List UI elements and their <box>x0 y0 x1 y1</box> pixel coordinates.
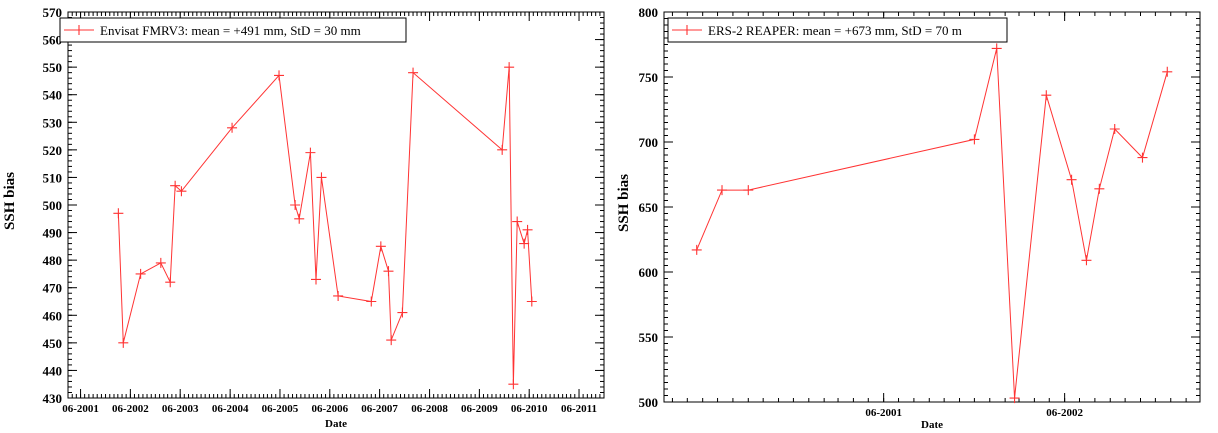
y-tick-label: 500 <box>639 395 659 410</box>
y-tick-label: 510 <box>43 170 63 185</box>
data-point-marker <box>1094 183 1105 194</box>
y-tick-label: 550 <box>43 60 63 75</box>
y-tick-label: 500 <box>43 198 63 213</box>
data-point-marker <box>386 335 397 346</box>
x-tick-label: 06-2007 <box>361 403 398 415</box>
data-point-marker <box>290 200 301 210</box>
data-point-marker <box>113 208 124 219</box>
y-tick-label: 800 <box>639 5 659 20</box>
chart-panel-envisat: 430 440 450 460 470 480 490 500 510 520 530 540 550 5… <box>2 5 605 430</box>
x-tick-label: 06-2011 <box>561 403 597 415</box>
y-tick-label: 550 <box>639 330 659 345</box>
y-tick-label: 560 <box>43 33 63 48</box>
data-point-marker <box>508 379 519 390</box>
data-point-marker <box>155 257 166 268</box>
y-tick-label: 480 <box>43 253 63 268</box>
y-tick-label: 750 <box>639 70 659 85</box>
data-point-marker <box>397 307 408 318</box>
data-point-marker <box>375 241 386 252</box>
data-point-marker <box>408 67 419 78</box>
data-point-marker <box>316 172 327 183</box>
data-point-marker <box>1009 393 1020 404</box>
y-tick-label: 600 <box>639 265 659 280</box>
y-tick-label: 490 <box>43 226 63 241</box>
x-axis-title: Date <box>921 419 943 431</box>
data-point-marker <box>176 186 187 197</box>
data-point-marker <box>333 290 344 301</box>
data-point-marker <box>165 277 176 288</box>
legend-box <box>667 17 1008 43</box>
data-point-marker <box>1162 66 1173 77</box>
x-tick-label: 06-2001 <box>865 407 902 419</box>
x-tick-label: 06-2002 <box>1046 407 1083 419</box>
chart-panel-ers2: 500 550 600 650 700 750 800 06-2001 06-2002 Date S… <box>616 5 1201 431</box>
data-point-marker <box>717 185 728 196</box>
y-tick-label: 460 <box>43 308 63 323</box>
y-tick-label: 450 <box>43 336 63 351</box>
data-point-marker <box>118 337 129 348</box>
data-point-marker <box>274 70 285 81</box>
x-tick-label: 06-2003 <box>162 403 199 415</box>
y-tick-label: 520 <box>43 143 63 158</box>
data-point-marker <box>1137 152 1148 163</box>
data-point-marker <box>519 238 530 249</box>
plot-frame <box>663 11 1201 403</box>
data-point-marker <box>383 266 394 277</box>
data-point-marker <box>135 268 146 279</box>
series-line <box>696 48 1168 399</box>
y-tick-label: 650 <box>639 200 659 215</box>
y-tick-label: 440 <box>43 363 63 378</box>
data-point-marker <box>691 244 702 255</box>
data-point-marker <box>1109 124 1120 134</box>
x-tick-label: 06-2010 <box>511 403 548 415</box>
data-point-marker <box>526 296 537 307</box>
x-tick-label: 06-2001 <box>62 403 99 415</box>
data-point-marker <box>170 180 181 191</box>
data-point-marker <box>512 216 523 227</box>
data-point-marker <box>991 43 1002 54</box>
data-point-marker <box>366 296 377 307</box>
data-point-marker <box>227 122 238 133</box>
legend-label: ERS-2 REAPER: mean = +673 mm, StD = 70 m <box>708 23 962 38</box>
data-point-marker <box>522 224 533 235</box>
x-tick-label: 06-2009 <box>461 403 498 415</box>
legend-label: Envisat FMRV3: mean = +491 mm, StD = 30 … <box>100 23 361 38</box>
y-tick-label: 540 <box>43 88 63 103</box>
x-tick-label: 06-2006 <box>311 403 348 415</box>
x-tick-label: 06-2008 <box>411 403 448 415</box>
y-tick-label: 700 <box>639 135 659 150</box>
x-tick-label: 06-2002 <box>112 403 149 415</box>
x-axis-title: Date <box>325 418 347 430</box>
data-point-marker <box>743 185 754 196</box>
y-tick-label: 430 <box>43 391 63 406</box>
x-tick-label: 06-2004 <box>212 403 249 415</box>
y-tick-label: 570 <box>43 5 63 20</box>
data-point-marker <box>497 144 508 155</box>
data-point-marker <box>969 134 980 145</box>
plot-frame <box>67 11 605 399</box>
data-point-marker <box>1066 174 1077 185</box>
data-point-marker <box>1081 255 1092 266</box>
data-point-marker <box>305 147 316 158</box>
legend-box <box>59 17 407 43</box>
y-tick-label: 470 <box>43 281 63 296</box>
y-axis-title: SSH bias <box>616 174 632 232</box>
y-tick-label: 530 <box>43 115 63 130</box>
data-point-marker <box>504 62 515 73</box>
data-point-marker <box>294 213 305 224</box>
x-tick-label: 06-2005 <box>262 403 299 415</box>
legend-marker-swatch <box>74 25 84 35</box>
data-point-marker <box>311 274 322 285</box>
data-point-marker <box>1041 90 1052 101</box>
series-line <box>117 67 533 385</box>
y-axis-title: SSH bias <box>2 172 18 230</box>
legend-marker-swatch <box>682 25 692 35</box>
